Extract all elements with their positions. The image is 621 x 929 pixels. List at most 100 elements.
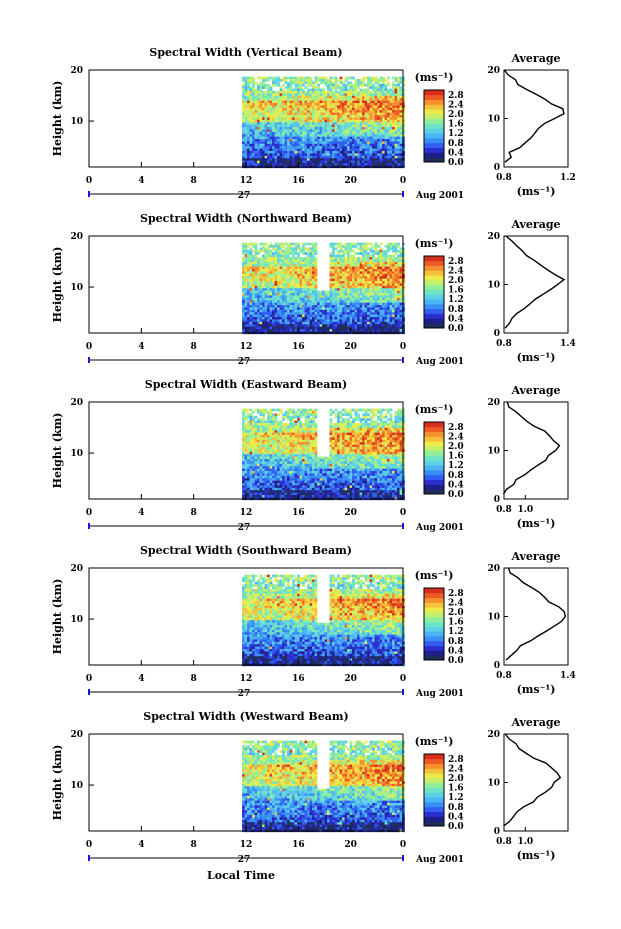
heatmap-cell	[262, 76, 265, 80]
heatmap-cell	[379, 139, 383, 142]
heatmap-cell	[379, 257, 383, 260]
heatmap-cell	[289, 249, 293, 253]
heatmap-cell	[299, 408, 303, 412]
heatmap-cell	[287, 283, 290, 287]
heatmap-cell	[244, 136, 248, 140]
heatmap-cell	[352, 257, 355, 260]
heatmap-cell	[302, 290, 305, 294]
heatmap-cell	[357, 124, 360, 128]
heatmap-cell	[367, 151, 370, 154]
heatmap-cell	[299, 110, 303, 113]
heatmap-cell	[284, 148, 288, 152]
heatmap-cell	[349, 245, 353, 248]
heatmap-cell	[269, 257, 273, 260]
heatmap-cell	[374, 79, 378, 82]
heatmap-cell	[344, 247, 348, 251]
heatmap-cell	[302, 314, 305, 318]
heatmap-cell	[264, 110, 268, 113]
heatmap-cell	[397, 254, 400, 258]
heatmap-cell	[382, 129, 385, 133]
heatmap-cell	[244, 95, 248, 99]
heatmap-cell	[344, 79, 348, 82]
heatmap-cell	[352, 163, 355, 166]
heatmap-cell	[297, 124, 300, 128]
heatmap-cell	[299, 76, 303, 80]
heatmap-cell	[394, 413, 398, 417]
heatmap-cell	[264, 119, 268, 123]
heatmap-cell	[389, 281, 393, 284]
heatmap-cell	[372, 254, 375, 258]
heatmap-cell	[384, 269, 388, 272]
heatmap-cell	[267, 112, 270, 116]
heatmap-cell	[374, 281, 378, 284]
heatmap-cell	[244, 107, 248, 111]
heatmap-cell	[309, 264, 313, 267]
heatmap-cell	[284, 143, 288, 147]
heatmap-cell	[317, 160, 320, 164]
heatmap-cell	[382, 79, 385, 82]
heatmap-cell	[339, 105, 343, 109]
heatmap-cell	[354, 112, 358, 116]
heatmap-cell	[312, 245, 315, 248]
heatmap-cell	[369, 283, 373, 287]
heatmap-cell	[332, 295, 335, 299]
heatmap-cell	[397, 134, 400, 137]
heatmap-cell	[299, 307, 303, 311]
average-x-tick-label: 1.2	[560, 173, 576, 183]
heatmap-cell	[329, 312, 333, 315]
heatmap-cell	[392, 100, 395, 104]
heatmap-cell	[297, 415, 300, 419]
heatmap-cell	[252, 148, 255, 152]
heatmap-cell	[262, 155, 265, 159]
heatmap-cell	[299, 413, 303, 417]
heatmap-cell	[252, 93, 255, 97]
heatmap-cell	[329, 81, 333, 85]
heatmap-cell	[334, 134, 338, 137]
heatmap-cell	[254, 146, 258, 149]
heatmap-cell	[379, 411, 383, 414]
heatmap-cell	[339, 242, 343, 246]
heatmap-cell	[347, 281, 350, 284]
heatmap-cell	[292, 141, 295, 145]
heatmap-cell	[354, 93, 358, 97]
heatmap-cell	[329, 124, 333, 128]
heatmap-cell	[269, 242, 273, 246]
heatmap-cell	[399, 288, 403, 291]
heatmap-cell	[339, 257, 343, 260]
heatmap-cell	[314, 107, 318, 111]
heatmap-cell	[322, 134, 325, 137]
heatmap-cell	[249, 98, 253, 101]
heatmap-cell	[274, 127, 278, 130]
heatmap-cell	[267, 88, 270, 92]
heatmap-cell	[312, 254, 315, 258]
heatmap-cell	[262, 297, 265, 301]
heatmap-cell	[377, 83, 380, 87]
heatmap-cell	[292, 411, 295, 414]
heatmap-cell	[334, 309, 338, 313]
heatmap-cell	[382, 134, 385, 137]
heatmap-cell	[259, 139, 263, 142]
heatmap-cell	[292, 288, 295, 291]
heatmap-cell	[277, 252, 280, 255]
heatmap-cell	[347, 88, 350, 92]
heatmap-cell	[269, 302, 273, 306]
heatmap-cell	[352, 105, 355, 109]
heatmap-cell	[259, 100, 263, 104]
heatmap-cell	[274, 115, 278, 118]
heatmap-cell	[262, 98, 265, 101]
heatmap-cell	[377, 319, 380, 323]
heatmap-cell	[397, 271, 400, 275]
heatmap-cell	[362, 278, 365, 282]
heatmap-cell	[342, 131, 345, 135]
heatmap-cell	[314, 295, 318, 299]
heatmap-cell	[389, 305, 393, 308]
heatmap-cell	[362, 300, 365, 303]
heatmap-cell	[307, 129, 310, 133]
heatmap-cell	[327, 117, 330, 121]
heatmap-cell	[269, 293, 273, 296]
heatmap-cell	[327, 151, 330, 154]
heatmap-cell	[267, 119, 270, 123]
heatmap-cell	[299, 411, 303, 414]
heatmap-cell	[377, 107, 380, 111]
heatmap-cell	[342, 129, 345, 133]
